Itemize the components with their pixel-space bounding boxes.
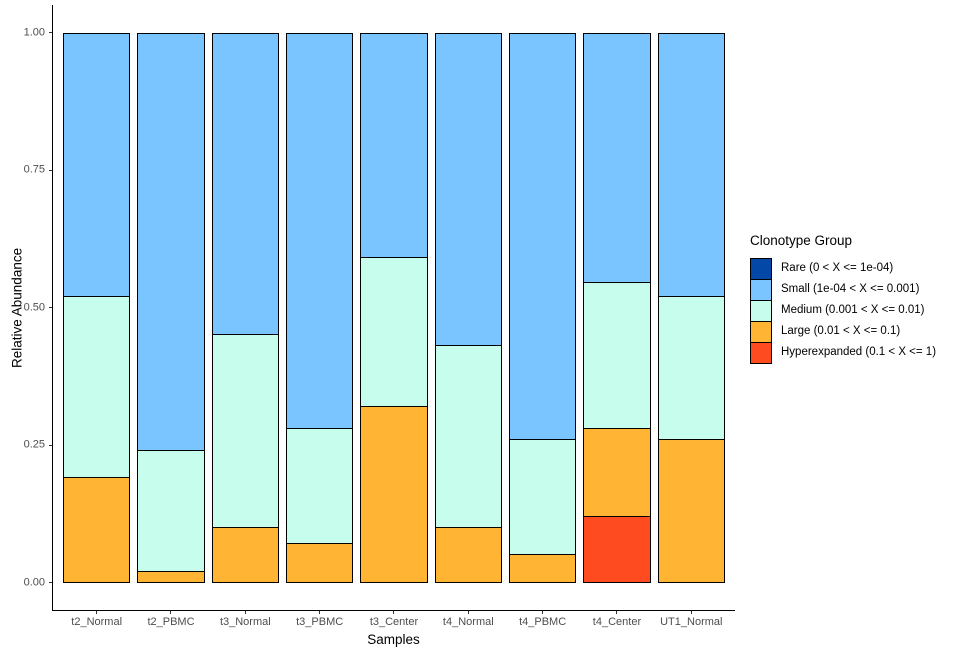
x-tick-mark xyxy=(244,611,246,614)
bar-segment xyxy=(508,555,577,583)
bar-segment xyxy=(211,32,279,335)
bar-segment xyxy=(137,571,205,583)
bar-segment xyxy=(63,32,131,297)
legend-swatch xyxy=(750,258,772,281)
bar-segment xyxy=(434,346,502,528)
x-tick-mark xyxy=(467,611,469,614)
x-tick-mark xyxy=(319,611,321,614)
y-tick-label: 1.00 xyxy=(23,26,45,38)
x-tick-cell xyxy=(63,611,130,614)
bar-segment xyxy=(137,32,205,451)
y-tick-mark xyxy=(49,582,52,583)
x-tick-cell xyxy=(137,611,204,614)
bar-UT1_Normal xyxy=(657,32,725,583)
legend-label: Hyperexpanded (0.1 < X <= 1) xyxy=(781,346,937,359)
y-tick-mark xyxy=(49,307,52,308)
plot-panel xyxy=(52,5,735,611)
x-tick-mark xyxy=(393,611,395,614)
bar-segment xyxy=(211,335,279,528)
legend: Clonotype Group Rare (0 < X <= 1e-04) Sma… xyxy=(750,233,937,365)
x-tick-cell xyxy=(509,611,576,614)
y-tick-label: 0.25 xyxy=(23,438,45,451)
bar-segment xyxy=(657,296,725,440)
bar-t3_PBMC xyxy=(285,32,354,583)
bar-segment xyxy=(583,516,651,583)
x-axis-labels: t2_Normal t2_PBMC t3_Normal t3_PBMC t3_Cente… xyxy=(63,616,725,629)
y-tick-label: 0.00 xyxy=(23,576,45,588)
x-tick-mark xyxy=(542,611,544,614)
x-tick-mark xyxy=(170,611,172,614)
bar-segment xyxy=(211,527,279,583)
bar-segment xyxy=(360,258,428,407)
bar-segment xyxy=(508,439,577,555)
bar-t4_Center xyxy=(583,32,651,583)
bar-segment xyxy=(657,439,725,583)
x-tick-cell xyxy=(658,611,725,614)
bar-segment xyxy=(63,296,131,478)
bar-segment xyxy=(434,32,502,346)
bar-segment xyxy=(285,428,354,544)
x-tick-label: UT1_Normal xyxy=(660,616,723,628)
bar-segment xyxy=(360,32,428,258)
legend-title: Clonotype Group xyxy=(750,233,853,248)
bar-t3_Center xyxy=(360,32,428,583)
legend-swatch xyxy=(750,300,772,323)
bar-t4_PBMC xyxy=(508,32,577,583)
bar-segment xyxy=(360,406,428,583)
x-tick-cell xyxy=(360,611,427,614)
legend-label: Large (0.01 < X <= 0.1) xyxy=(781,325,901,338)
x-tick-label: t2_PBMC xyxy=(147,616,195,628)
x-tick-cell xyxy=(212,611,279,614)
x-axis-ticks xyxy=(63,611,725,614)
x-axis-title: Samples xyxy=(367,632,420,647)
x-tick-label: t2_Normal xyxy=(71,616,123,628)
legend-item: Medium (0.001 < X <= 0.01) xyxy=(750,300,936,323)
bar-segment xyxy=(508,32,577,440)
legend-items: Rare (0 < X <= 1e-04) Small (1e-04 < X <=… xyxy=(750,258,937,365)
legend-swatch xyxy=(750,321,772,344)
bar-segment xyxy=(583,428,651,517)
x-tick-label: t4_Normal xyxy=(442,616,494,628)
y-tick-mark xyxy=(49,444,52,446)
legend-item: Rare (0 < X <= 1e-04) xyxy=(750,258,936,281)
legend-label: Medium (0.001 < X <= 0.01) xyxy=(781,304,925,317)
legend-swatch xyxy=(750,279,772,302)
bar-t3_Normal xyxy=(211,32,279,583)
x-tick-cell xyxy=(435,611,502,614)
legend-label: Rare (0 < X <= 1e-04) xyxy=(781,262,894,275)
x-tick-label: t4_PBMC xyxy=(519,616,567,628)
bar-segment xyxy=(583,282,651,429)
bar-segment xyxy=(657,32,725,297)
x-tick-mark xyxy=(96,611,98,614)
legend-item: Large (0.01 < X <= 0.1) xyxy=(750,321,936,344)
bar-t2_PBMC xyxy=(137,32,205,583)
bars-area xyxy=(63,32,725,583)
x-tick-cell xyxy=(286,611,353,614)
x-tick-cell xyxy=(583,611,650,614)
legend-item: Small (1e-04 < X <= 0.001) xyxy=(750,279,936,302)
x-tick-label: t3_Center xyxy=(369,616,419,628)
bar-segment xyxy=(583,32,651,283)
x-tick-mark xyxy=(616,611,618,614)
bar-segment xyxy=(63,478,131,583)
bar-segment xyxy=(285,32,354,429)
legend-label: Small (1e-04 < X <= 0.001) xyxy=(781,283,920,296)
y-tick-mark xyxy=(49,169,52,171)
bar-segment xyxy=(137,450,205,572)
bar-segment xyxy=(285,544,354,583)
y-tick-mark xyxy=(49,32,52,33)
x-tick-label: t4_Center xyxy=(592,616,642,628)
legend-item: Hyperexpanded (0.1 < X <= 1) xyxy=(750,342,937,365)
y-tick-label: 0.50 xyxy=(23,301,45,313)
legend-swatch xyxy=(750,342,772,365)
y-tick-label: 0.75 xyxy=(23,163,45,176)
bar-t2_Normal xyxy=(63,32,131,583)
bar-segment xyxy=(434,527,502,583)
x-tick-label: t3_PBMC xyxy=(296,616,344,628)
x-tick-mark xyxy=(690,611,692,614)
bar-t4_Normal xyxy=(434,32,502,583)
x-tick-label: t3_Normal xyxy=(219,616,271,628)
